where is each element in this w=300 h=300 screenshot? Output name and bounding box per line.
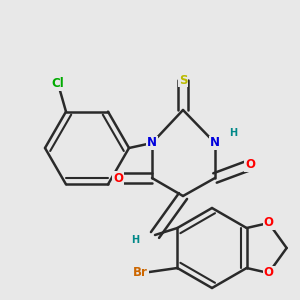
Text: O: O [245,158,255,172]
Text: H: H [131,235,139,245]
Text: Br: Br [133,266,148,280]
Text: N: N [147,136,157,149]
Text: N: N [210,136,220,149]
Text: Cl: Cl [52,77,64,90]
Text: O: O [264,266,274,280]
Text: O: O [113,172,123,184]
Text: H: H [229,128,237,138]
Text: O: O [264,217,274,230]
Text: S: S [179,74,187,86]
